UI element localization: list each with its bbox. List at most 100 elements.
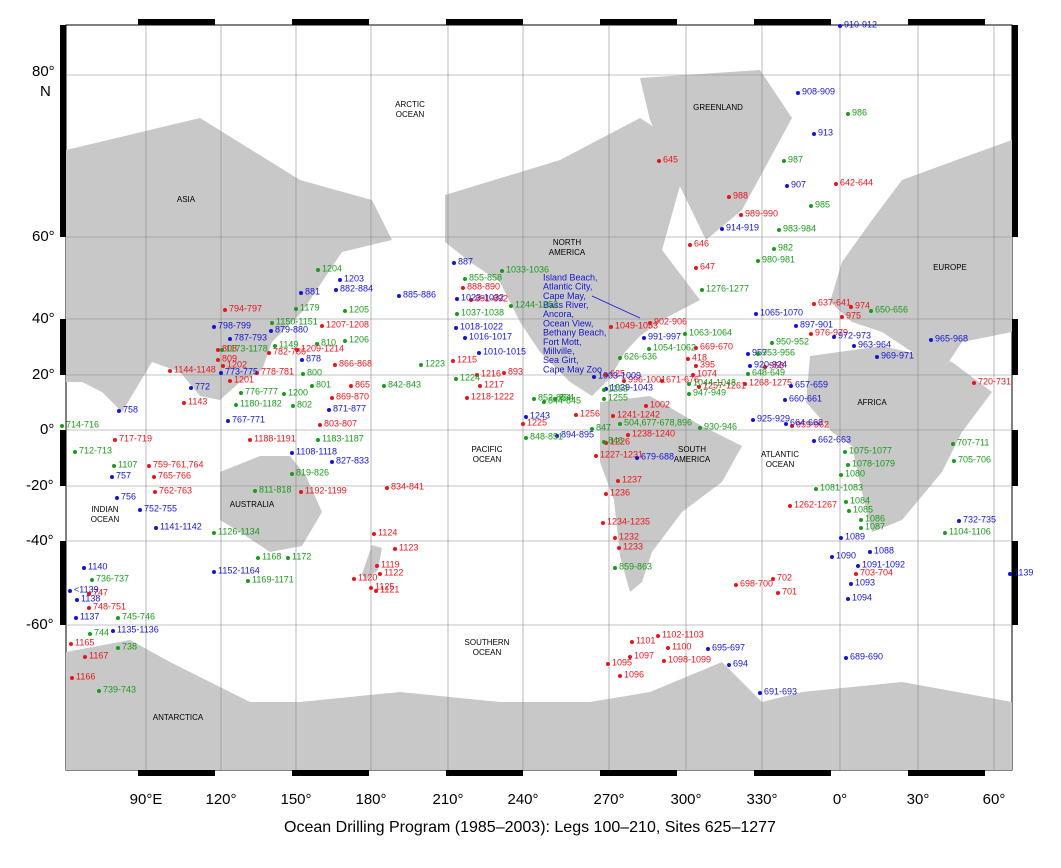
site-label: 972-973 (838, 330, 871, 340)
site-dot (606, 662, 610, 666)
frame-bar (446, 770, 523, 776)
site-label: 1255 (608, 392, 628, 402)
callout-line: Ocean View, (543, 318, 593, 328)
site-label: 1241-1242 (617, 409, 660, 419)
site-dot (112, 464, 116, 468)
site-label: 1192-1199 (305, 485, 347, 495)
site-dot (75, 598, 79, 602)
site-label: 757 (116, 470, 131, 480)
site-dot (295, 348, 299, 352)
frame-bar (908, 770, 985, 776)
site-dot (751, 418, 755, 422)
africa (806, 346, 992, 532)
site-dot (602, 397, 606, 401)
site-dot (770, 341, 774, 345)
site-dot (618, 674, 622, 678)
site-label: 1141-1142 (160, 521, 202, 531)
lon-label: 150° (280, 791, 311, 808)
site-label: 1253 (608, 383, 628, 393)
site-label: 1100 (672, 641, 691, 651)
site-label: 859-863 (619, 561, 652, 571)
site-dot (660, 379, 664, 383)
site-dot (553, 397, 557, 401)
site-dot (846, 112, 850, 116)
site-dot (574, 413, 578, 417)
site-dot (846, 597, 850, 601)
site-label: 887 (458, 256, 473, 266)
site-dot (255, 371, 259, 375)
frame-bar (446, 19, 523, 25)
site-label: 648-649 (752, 367, 785, 377)
site-label: 645 (663, 154, 678, 164)
site-dot (943, 531, 947, 535)
lat-label: 20° (32, 366, 55, 383)
site-label: 694 (733, 658, 748, 668)
site-dot (189, 386, 193, 390)
site-label: 1188-1191 (254, 433, 296, 443)
site-dot (234, 403, 238, 407)
site-label: 1226 (610, 436, 630, 446)
site-label: 1065-1070 (760, 307, 803, 317)
site-label: 1224 (460, 372, 480, 382)
site-dot (475, 373, 479, 377)
site-label: 712-713 (79, 445, 112, 455)
site-dot (622, 379, 626, 383)
site-label: 691-693 (764, 686, 797, 696)
site-label: 1080 (845, 468, 865, 478)
site-label: 702 (777, 572, 792, 582)
site-label: 1206 (349, 334, 369, 344)
site-label: 1172 (292, 551, 311, 561)
site-label: 1097 (634, 650, 654, 660)
lon-label: 30° (907, 791, 930, 808)
site-label: 802 (297, 399, 312, 409)
callout-line: Cape May Zoo (543, 364, 602, 374)
site-label: 1101 (636, 635, 655, 645)
frame-bar (60, 25, 66, 237)
site-label: 732-735 (963, 514, 996, 524)
site-dot (212, 325, 216, 329)
site-dot (796, 91, 800, 95)
frame-bar (1012, 541, 1018, 625)
site-dot (216, 358, 220, 362)
site-dot (393, 547, 397, 551)
lon-label: 210° (432, 791, 463, 808)
site-dot (270, 321, 274, 325)
frame-bar (754, 770, 831, 776)
site-dot (521, 422, 525, 426)
site-label: 914-919 (726, 222, 759, 232)
site-dot (349, 384, 353, 388)
lon-label: 0° (833, 791, 847, 808)
site-dot (875, 355, 879, 359)
frame-bar (60, 430, 66, 486)
site-label: 953-956 (762, 347, 795, 357)
region-label: ASIA (177, 195, 196, 204)
site-dot (419, 363, 423, 367)
site-label: 965-968 (935, 333, 968, 343)
callout-line: Fort Mott, (543, 337, 582, 347)
site-label: 418 (692, 352, 707, 362)
site-label: 1200 (288, 387, 308, 397)
site-dot (1008, 572, 1012, 576)
site-label: 1244-1252 (515, 299, 558, 309)
site-dot (604, 373, 608, 377)
site-label: 756 (121, 491, 136, 501)
site-label: 1236 (610, 487, 630, 497)
site-dot (790, 424, 794, 428)
site-label: 1217 (484, 379, 504, 389)
region-label: SOUTHERN OCEAN (465, 638, 510, 657)
site-dot (812, 302, 816, 306)
site-dot (333, 363, 337, 367)
site-label: 974 (855, 300, 870, 310)
frame-bar (1012, 319, 1018, 375)
site-dot (616, 479, 620, 483)
site-label: 1120 (358, 572, 377, 582)
site-dot (856, 564, 860, 568)
lon-label: 330° (746, 791, 777, 808)
site-label: 1150-1151 (276, 316, 318, 326)
site-dot (698, 426, 702, 430)
site-dot (746, 352, 750, 356)
site-label: 1238-1240 (632, 428, 675, 438)
site-label: 646 (694, 238, 709, 248)
site-label: 1223 (425, 358, 445, 368)
site-label: 1075-1077 (849, 445, 892, 455)
